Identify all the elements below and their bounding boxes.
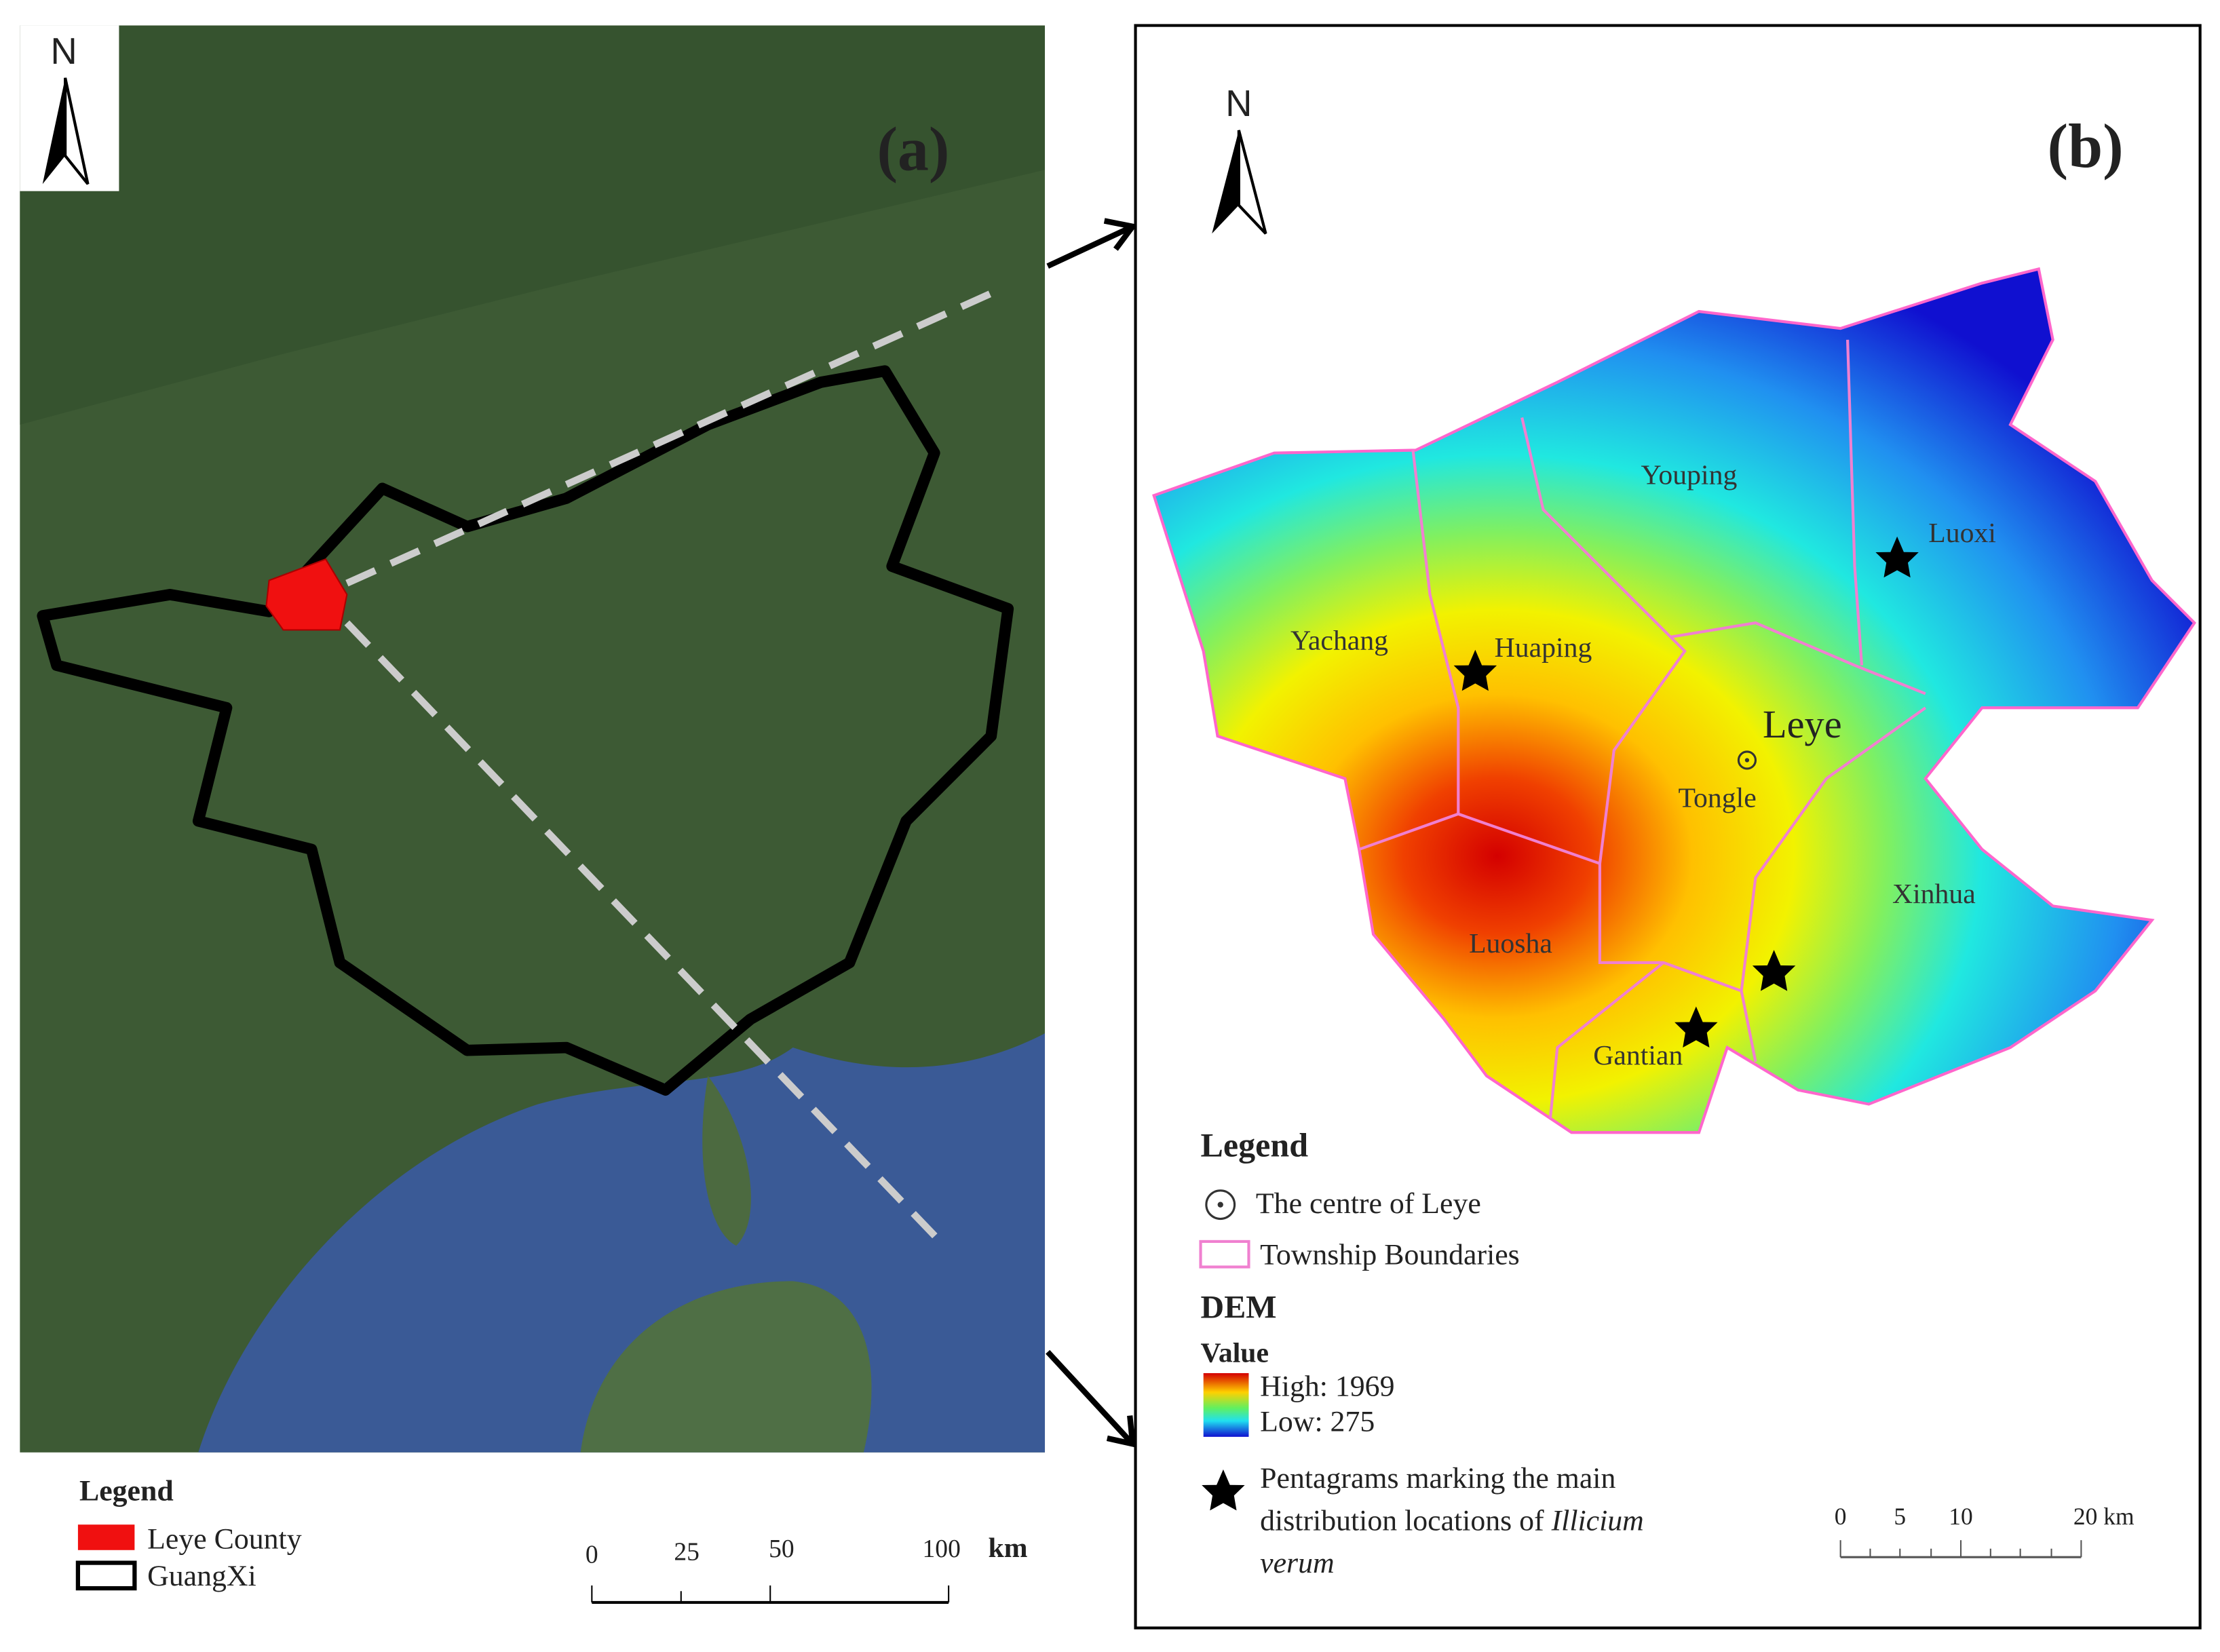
centre-marker bbox=[1744, 758, 1750, 763]
link-arrow bbox=[1046, 1349, 1135, 1446]
place-label: Luosha bbox=[1469, 928, 1552, 959]
north-label: N bbox=[1225, 83, 1252, 124]
legend-swatch bbox=[75, 1560, 137, 1591]
legend-centre-symbol bbox=[1217, 1202, 1223, 1208]
legend-label: distribution locations of Illicium bbox=[1260, 1505, 1644, 1537]
legend-title: Legend bbox=[1201, 1126, 1309, 1164]
scale-bar: 0 5 10 20 km bbox=[1835, 1503, 2135, 1558]
panel-label: (a) bbox=[877, 114, 949, 183]
legend-heading: DEM bbox=[1201, 1290, 1277, 1326]
guangxi-boundary bbox=[37, 365, 1014, 1096]
dem-surface bbox=[1152, 267, 2196, 1134]
place-label: Youping bbox=[1641, 460, 1737, 491]
legend-label: Township Boundaries bbox=[1260, 1238, 1520, 1271]
legend-label: Low: 275 bbox=[1260, 1405, 1375, 1438]
legend-subheading: Value bbox=[1201, 1337, 1269, 1368]
place-label: Gantian bbox=[1593, 1040, 1683, 1071]
link-arrow bbox=[1046, 224, 1134, 269]
arrow-head bbox=[1103, 218, 1138, 251]
legend-label: The centre of Leye bbox=[1256, 1187, 1481, 1220]
scale-label: 10 bbox=[1949, 1503, 1972, 1530]
north-box bbox=[20, 25, 119, 191]
legend-title: Legend bbox=[79, 1475, 174, 1507]
boundary bbox=[1358, 812, 1459, 851]
panel-label: (b) bbox=[2048, 111, 2124, 180]
scale-label: 0 bbox=[1835, 1503, 1847, 1530]
boundary bbox=[1548, 961, 1665, 1119]
north-arrow bbox=[42, 77, 66, 185]
scale-unit: km bbox=[989, 1533, 1028, 1564]
centre-marker bbox=[1737, 750, 1757, 770]
arrow-head bbox=[1106, 1415, 1136, 1448]
north-label: N bbox=[50, 31, 77, 72]
peninsula bbox=[702, 1075, 751, 1246]
species-name: verum bbox=[1260, 1547, 1334, 1579]
scale-label: 50 bbox=[769, 1535, 795, 1563]
scale-bar: 0 25 50 100 km bbox=[586, 1533, 1028, 1605]
legend-label: Pentagrams marking the main bbox=[1260, 1462, 1615, 1495]
north-arrow bbox=[64, 77, 90, 185]
legend-swatch bbox=[1199, 1240, 1250, 1269]
legend-centre-symbol bbox=[1205, 1189, 1236, 1221]
leader-line bbox=[345, 286, 1000, 587]
place-label: Luoxi bbox=[1928, 518, 1996, 549]
scale-label: 5 bbox=[1894, 1503, 1906, 1530]
place-label: Huaping bbox=[1495, 632, 1592, 664]
place-label: Xinhua bbox=[1892, 879, 1976, 910]
place-label: Leye bbox=[1763, 702, 1842, 746]
legend-label: GuangXi bbox=[147, 1560, 256, 1592]
place-label: Tongle bbox=[1678, 782, 1756, 813]
legend-label-part: distribution locations of bbox=[1260, 1505, 1544, 1537]
boundary bbox=[1520, 417, 1926, 695]
scale-label: 25 bbox=[674, 1538, 700, 1566]
dem-color-bar bbox=[1203, 1372, 1249, 1437]
township-boundaries bbox=[1358, 339, 1927, 1119]
leye-county bbox=[265, 558, 348, 631]
boundary bbox=[1846, 339, 1864, 666]
place-label: Yachang bbox=[1290, 626, 1388, 657]
boundary bbox=[1740, 706, 1927, 1062]
legend-swatch bbox=[77, 1524, 135, 1550]
hainan-island bbox=[580, 1281, 872, 1453]
boundary bbox=[1411, 450, 1687, 866]
species-name: Illicium bbox=[1551, 1505, 1644, 1537]
scale-label: 20 km bbox=[2073, 1503, 2135, 1530]
scale-label: 0 bbox=[586, 1541, 598, 1569]
legend-label: Leye County bbox=[147, 1523, 302, 1556]
scale-label: 100 bbox=[923, 1535, 961, 1563]
boundary bbox=[1598, 863, 1742, 993]
terrain-shade bbox=[20, 25, 1046, 425]
north-arrow bbox=[1237, 130, 1267, 235]
legend-label: High: 1969 bbox=[1260, 1370, 1394, 1402]
